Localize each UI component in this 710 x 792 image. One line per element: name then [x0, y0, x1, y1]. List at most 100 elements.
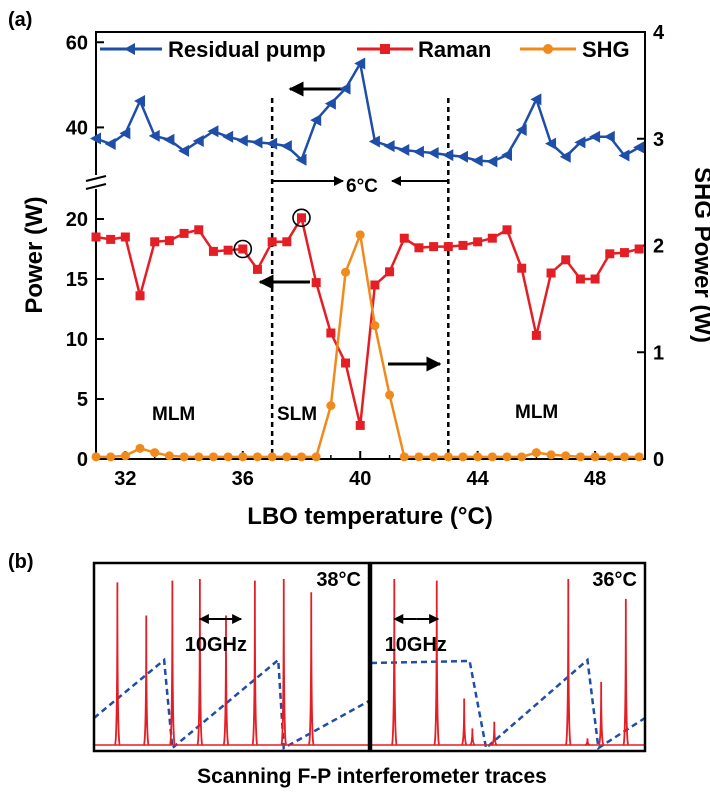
x-tick-label: 36: [232, 468, 254, 490]
shg-point: [150, 448, 160, 458]
raman-point: [311, 278, 321, 288]
y-left-tick-label: 15: [66, 269, 88, 291]
legend-item-pump: Residual pump: [100, 37, 326, 62]
raman-point: [619, 248, 629, 258]
spacing-label: 10GHz: [385, 634, 447, 656]
residual-pump-point: [104, 138, 116, 151]
region-label-mlm-left: MLM: [152, 404, 195, 425]
fp-panel-frame: [92, 561, 371, 753]
raman-point: [502, 225, 512, 235]
scan-ramp-line: [370, 657, 646, 751]
legend: Residual pump Raman SHG: [100, 37, 630, 62]
residual-pump-point: [383, 140, 395, 153]
raman-point: [473, 237, 483, 247]
raman-point: [223, 245, 233, 255]
shg-point: [414, 452, 424, 462]
circled-point-marker: [233, 239, 253, 259]
temperature-label: 38°C: [316, 569, 361, 591]
axis-break-mark: [85, 175, 107, 190]
y-left-tick-label: 5: [77, 389, 88, 411]
shg-point: [619, 452, 629, 462]
y-left-upper-tick-label: 40: [66, 117, 88, 139]
residual-pump-point: [148, 129, 160, 142]
residual-pump-point: [207, 125, 219, 138]
panel-b-label: (b): [8, 551, 34, 573]
x-tick-label: 40: [349, 468, 371, 490]
x-tick-label: 44: [467, 468, 490, 490]
residual-pump-point: [530, 93, 542, 106]
residual-pump-point: [603, 130, 615, 143]
residual-pump-point: [412, 145, 424, 158]
residual-pump-point: [163, 133, 175, 146]
raman-point: [267, 237, 277, 247]
raman-point: [605, 249, 615, 259]
legend-pump-marker: [124, 43, 135, 55]
raman-point: [150, 237, 160, 247]
raman-point: [91, 232, 101, 242]
y-right-tick-label: 1: [653, 342, 664, 364]
residual-pump-point: [119, 127, 131, 140]
y-right-tick-label: 0: [653, 449, 664, 471]
shg-point: [341, 267, 351, 277]
raman-point: [238, 244, 248, 254]
shg-point: [297, 452, 307, 462]
shg-point: [590, 452, 600, 462]
fp-peak: [251, 580, 259, 746]
plot-b: 10GHz 38°C 10GHz 36°C: [92, 561, 647, 753]
residual-pump-point: [134, 95, 146, 108]
y-right-tick-label: 4: [653, 22, 665, 44]
raman-point: [179, 228, 189, 238]
raman-point: [120, 232, 130, 242]
residual-pump-point: [266, 137, 278, 150]
raman-point: [208, 246, 218, 256]
shg-point: [370, 321, 380, 331]
fp-peak: [622, 598, 630, 746]
raman-point: [458, 240, 468, 250]
shg-point: [164, 451, 174, 461]
residual-pump-point: [589, 130, 601, 143]
residual-pump-point: [574, 136, 586, 149]
residual-pump-series-line: [95, 62, 640, 163]
residual-pump-point: [251, 136, 263, 149]
fp-peak: [390, 578, 398, 746]
shg-point: [267, 452, 277, 462]
residual-pump-point: [618, 149, 630, 162]
raman-point: [443, 242, 453, 252]
legend-pump-label: Residual pump: [168, 37, 326, 62]
shg-point: [311, 452, 321, 462]
panel-b-title: Scanning F-P interferometer traces: [197, 765, 547, 788]
shg-point: [605, 452, 615, 462]
residual-pump-point: [486, 155, 498, 168]
y-left-tick-label: 20: [66, 209, 88, 231]
shg-point: [238, 452, 248, 462]
y-left-tick-label: 10: [66, 329, 88, 351]
span-label-6c: 6°C: [346, 176, 378, 197]
legend-shg-label: SHG: [582, 37, 630, 62]
x-tick-label: 32: [114, 468, 136, 490]
raman-point: [546, 268, 556, 278]
shg-point: [517, 452, 527, 462]
fp-peak: [564, 578, 572, 746]
raman-point: [252, 264, 262, 274]
fp-peak: [491, 721, 498, 746]
y-axis-label-left: Power (W): [21, 196, 48, 313]
raman-point: [370, 280, 380, 290]
raman-point: [106, 234, 116, 244]
shg-point: [326, 401, 336, 411]
raman-point: [531, 330, 541, 340]
legend-item-shg: SHG: [520, 37, 630, 62]
residual-pump-point: [368, 135, 380, 148]
region-label-mlm-right: MLM: [515, 402, 558, 423]
raman-point: [399, 233, 409, 243]
residual-pump-point: [280, 140, 292, 153]
raman-point: [385, 267, 395, 277]
raman-point: [164, 236, 174, 246]
shg-point: [179, 452, 189, 462]
residual-pump-point: [310, 114, 322, 127]
raman-point: [194, 225, 204, 235]
residual-pump-point: [456, 150, 468, 163]
plot-a: 32 36 40 44 48 0 5 10 15 20 40 60 0 1 2 3 4 Residual pum…: [66, 22, 665, 490]
fp-trace-panel: 10GHz 36°C: [369, 561, 647, 753]
shg-point: [531, 448, 541, 458]
